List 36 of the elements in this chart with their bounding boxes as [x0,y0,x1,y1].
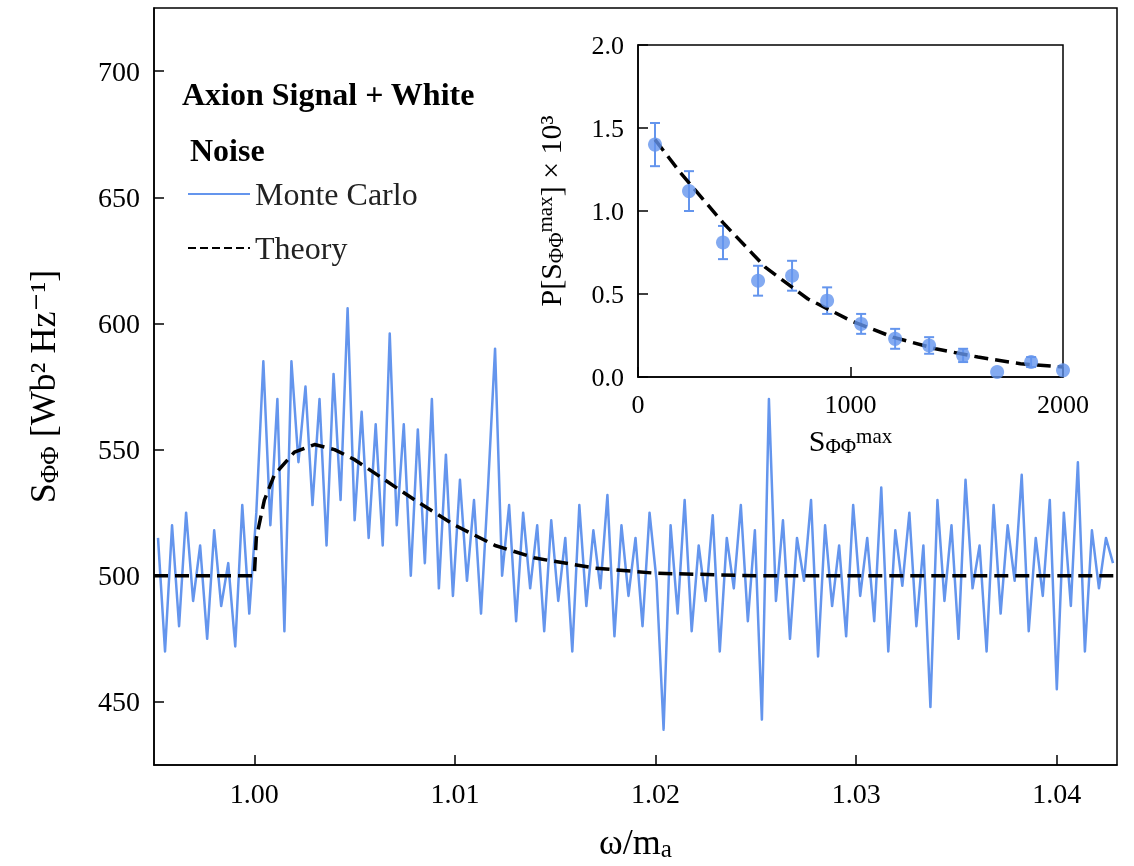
point [888,331,903,346]
y-tick-label: 0.0 [591,362,624,392]
point [820,293,835,308]
y-tick-label: 1.5 [591,113,624,143]
x-tick-label: 1.03 [831,777,881,809]
y-tick-label: 700 [98,55,140,87]
y-tick-label: 500 [98,560,140,592]
y-tick-label: 1.0 [591,196,624,226]
x-tick-label: 1000 [824,389,877,419]
x-tick-label: 1.00 [229,777,279,809]
x-tick-label: 1.02 [631,777,681,809]
y-tick-label: 2.0 [591,30,624,60]
x-tick-label: 1.04 [1032,777,1082,809]
point [785,268,800,283]
legend-label: Theory [255,230,348,266]
line-series [156,307,1115,731]
legend-title: Axion Signal + White Noise [182,76,475,168]
point [716,235,730,250]
y-tick-label: 550 [98,434,140,466]
point [648,137,662,152]
y-tick-label: 650 [98,181,140,213]
y-tick-label: 0.5 [591,279,624,309]
point [682,184,696,199]
y-tick-label: 600 [98,307,140,339]
x-tick-label: 2000 [1037,389,1089,419]
point [854,316,869,331]
x-axis-title: ω/ma [599,821,672,862]
point [990,365,1005,380]
x-tick-label: 1.01 [430,777,480,809]
point [751,273,766,288]
y-tick-label: 450 [98,686,140,718]
legend-label: Monte Carlo [255,176,418,212]
x-axis-title: SΦΦmax [808,423,893,458]
y-axis-title: SΦΦ [Wb² Hz⁻¹] [23,269,64,504]
x-tick-label: 0 [631,389,645,419]
y-axis-title: P[SΦΦmax] × 10³ [533,115,568,307]
